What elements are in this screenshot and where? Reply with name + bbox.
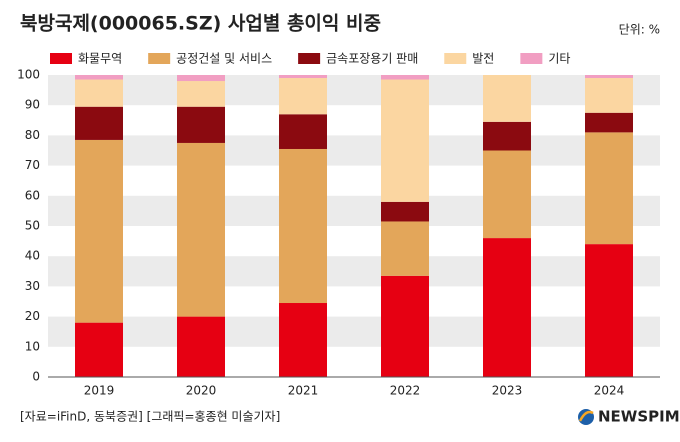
bar-segment: [585, 75, 633, 79]
unit-label: 단위: %: [619, 23, 660, 37]
bar-segment: [381, 221, 429, 276]
x-tick-label: 2019: [84, 384, 115, 398]
y-tick-label: 30: [25, 279, 40, 293]
y-tick-label: 10: [25, 339, 40, 353]
grid-band: [48, 316, 660, 347]
bar-segment: [177, 142, 225, 317]
grid-band: [48, 256, 660, 287]
x-tick-label: 2024: [594, 384, 625, 398]
grid-band: [48, 195, 660, 226]
bar-segment: [483, 150, 531, 239]
grid-band: [48, 135, 660, 166]
bar-segment: [585, 132, 633, 245]
x-tick-label: 2021: [288, 384, 319, 398]
legend-label: 기타: [548, 52, 570, 66]
y-tick-label: 20: [25, 309, 40, 323]
bar-segment: [585, 78, 633, 113]
bar-segment: [177, 75, 225, 82]
bar-segment: [585, 112, 633, 133]
bar-segment: [483, 238, 531, 377]
legend-swatch: [50, 53, 72, 64]
bar-segment: [75, 139, 123, 323]
legend-swatch: [520, 53, 543, 64]
grid-band: [48, 75, 660, 106]
y-tick-label: 60: [25, 188, 40, 202]
logo-swoosh: [578, 410, 594, 422]
logo: NEWSPIM: [598, 408, 680, 426]
y-tick-label: 100: [17, 68, 40, 82]
bar-segment: [381, 201, 429, 222]
bar-segment: [75, 322, 123, 377]
bar-segment: [279, 114, 327, 149]
x-tick-label: 2020: [186, 384, 217, 398]
y-tick-label: 70: [25, 158, 40, 172]
y-tick-label: 0: [32, 370, 40, 384]
legend-label: 화물무역: [78, 52, 122, 66]
bar-segment: [279, 78, 327, 115]
bar-segment: [177, 316, 225, 377]
bar-segment: [381, 79, 429, 202]
legend-swatch: [148, 53, 171, 64]
bar-segment: [177, 106, 225, 143]
legend-swatch: [298, 53, 321, 64]
legend-label: 공정건설 및 서비스: [176, 52, 272, 66]
x-tick-label: 2023: [492, 384, 523, 398]
bar-segment: [381, 75, 429, 80]
legend-label: 금속포장용기 판매: [326, 52, 418, 66]
y-tick-label: 80: [25, 128, 40, 142]
source: [자료=iFinD, 동북증권] [그래픽=홍종현 미술기자]: [20, 410, 280, 424]
legend-label: 발전: [472, 52, 494, 66]
chart-title: 북방국제(000065.SZ) 사업별 총이익 비중: [20, 13, 381, 35]
bar-segment: [75, 75, 123, 80]
bar-segment: [279, 303, 327, 377]
y-tick-label: 40: [25, 249, 40, 263]
x-tick-label: 2022: [390, 384, 421, 398]
bar-segment: [483, 121, 531, 151]
bar-segment: [585, 244, 633, 377]
y-tick-label: 50: [25, 219, 40, 233]
bar-segment: [279, 75, 327, 79]
legend-swatch: [444, 53, 467, 64]
bar-segment: [75, 79, 123, 107]
bar-segment: [279, 148, 327, 304]
bar-segment: [177, 81, 225, 107]
y-tick-label: 90: [25, 98, 40, 112]
bar-segment: [381, 275, 429, 377]
bar-segment: [75, 106, 123, 140]
bar-segment: [483, 75, 531, 122]
